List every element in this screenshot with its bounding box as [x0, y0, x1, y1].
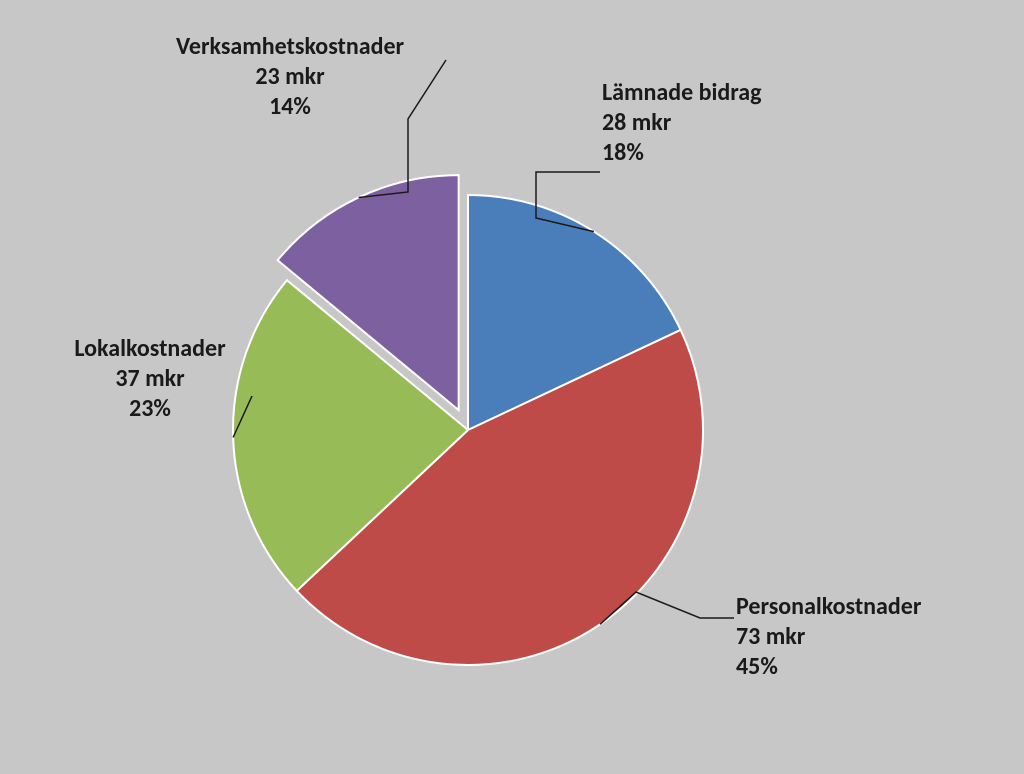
label-lamnade-bidrag: Lämnade bidrag 28 mkr 18% [602, 78, 822, 168]
label-line: Lokalkostnader [74, 334, 225, 363]
label-line: 45% [736, 652, 778, 681]
label-verksamhetskostnader: Verksamhetskostnader 23 mkr 14% [130, 32, 450, 122]
label-line: 73 mkr [736, 622, 805, 651]
label-line: 23% [129, 394, 171, 423]
label-line: 14% [269, 92, 311, 121]
label-line: 23 mkr [255, 62, 324, 91]
label-line: 18% [602, 138, 644, 167]
pie-chart-container: Lämnade bidrag 28 mkr 18% Personalkostna… [0, 0, 1024, 774]
label-line: 37 mkr [115, 364, 184, 393]
label-line: Verksamhetskostnader [176, 32, 404, 61]
label-line: Personalkostnader [736, 592, 921, 621]
label-lokalkostnader: Lokalkostnader 37 mkr 23% [50, 334, 250, 424]
label-personalkostnader: Personalkostnader 73 mkr 45% [736, 592, 996, 682]
label-line: 28 mkr [602, 108, 671, 137]
label-line: Lämnade bidrag [602, 78, 762, 107]
